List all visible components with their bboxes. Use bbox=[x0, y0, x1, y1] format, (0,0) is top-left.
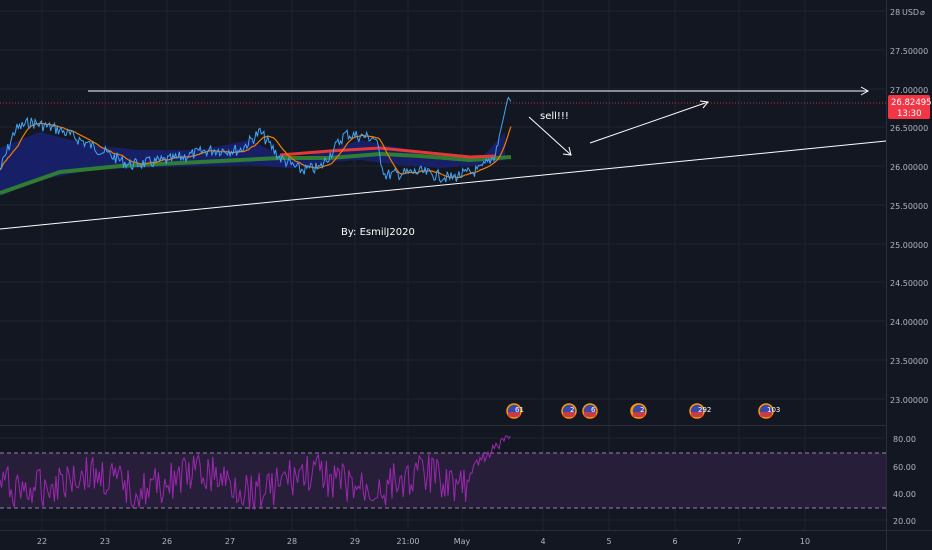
time-label: 5 bbox=[606, 537, 611, 546]
flag-stripes bbox=[508, 412, 520, 417]
time-label: 27 bbox=[225, 537, 235, 546]
price-axis-bg bbox=[886, 0, 932, 550]
author-annotation[interactable]: By: EsmilJ2020 bbox=[341, 227, 415, 238]
price-tick: 25.50000 bbox=[890, 202, 928, 211]
sell-annotation[interactable]: sell!!! bbox=[540, 111, 569, 122]
flag-stripes bbox=[633, 412, 645, 417]
time-label: 23 bbox=[100, 537, 110, 546]
rsi-band bbox=[0, 453, 886, 508]
currency-label[interactable]: USD bbox=[902, 8, 919, 17]
bar-countdown: 13:30 bbox=[897, 109, 922, 119]
rsi-tick: 40.00 bbox=[893, 490, 916, 499]
price-axis-top-tick: 28 bbox=[890, 8, 900, 17]
flag-stripes bbox=[691, 412, 703, 417]
event-marker[interactable]: 2 bbox=[561, 403, 577, 419]
time-label: 22 bbox=[37, 537, 47, 546]
ma-mid-line bbox=[279, 146, 496, 159]
rsi-line bbox=[0, 435, 511, 510]
time-label: 7 bbox=[736, 537, 741, 546]
last-price-label[interactable] bbox=[888, 95, 930, 119]
price-tick: 26.00000 bbox=[890, 163, 928, 172]
price-tick: 23.50000 bbox=[890, 357, 928, 366]
price-tick: 27.50000 bbox=[890, 47, 928, 56]
event-marker[interactable]: 2 bbox=[631, 403, 647, 419]
event-count: 6 bbox=[591, 406, 596, 414]
last-price-value: 26.82495 bbox=[891, 98, 932, 108]
price-line bbox=[0, 96, 512, 183]
resistance-arrowhead bbox=[860, 86, 870, 96]
economic-events[interactable]: 612652292103 bbox=[506, 403, 780, 419]
time-label: 6 bbox=[672, 537, 677, 546]
rsi-tick: 20.00 bbox=[893, 517, 916, 526]
time-label: 28 bbox=[287, 537, 297, 546]
flag-stripes bbox=[563, 412, 575, 417]
time-label: 29 bbox=[350, 537, 360, 546]
event-marker[interactable]: 61 bbox=[506, 403, 524, 419]
event-count: 103 bbox=[767, 406, 780, 414]
up-arrowhead bbox=[699, 100, 709, 109]
down-arrowhead bbox=[562, 146, 572, 156]
flag-stripes bbox=[760, 412, 772, 417]
event-count: 61 bbox=[515, 406, 524, 414]
event-count: 292 bbox=[698, 406, 711, 414]
price-tick: 27.00000 bbox=[890, 86, 928, 95]
flag-stripes bbox=[584, 412, 596, 417]
time-label: 26 bbox=[162, 537, 172, 546]
time-label: May bbox=[454, 537, 471, 546]
event-marker[interactable]: 292 bbox=[689, 403, 711, 419]
rsi-tick: 60.00 bbox=[893, 463, 916, 472]
price-axis[interactable]: 28 USD ⌀ 27.50000 27.00000 26.50000 26.0… bbox=[888, 8, 932, 405]
support-trendline[interactable] bbox=[0, 140, 887, 230]
price-tick: 25.00000 bbox=[890, 241, 928, 250]
down-arrow-line[interactable] bbox=[528, 116, 572, 156]
ma-slow-line bbox=[0, 151, 512, 195]
time-label: 10 bbox=[800, 537, 810, 546]
rsi-axis[interactable]: 80.00 60.00 40.00 20.00 bbox=[893, 435, 916, 526]
price-tick: 24.00000 bbox=[890, 318, 928, 327]
price-tick: 26.50000 bbox=[890, 124, 928, 133]
price-tick: 24.50000 bbox=[890, 279, 928, 288]
event-marker[interactable]: 103 bbox=[758, 403, 780, 419]
price-tick: 23.00000 bbox=[890, 396, 928, 405]
time-axis[interactable]: 22 23 26 27 28 29 21:00 May 4 5 6 7 10 bbox=[37, 537, 810, 546]
up-arrow-line[interactable] bbox=[589, 101, 709, 144]
rsi-tick: 80.00 bbox=[893, 435, 916, 444]
price-pane[interactable]: sell!!! By: EsmilJ2020 612652292103 bbox=[0, 86, 887, 419]
rsi-pane[interactable] bbox=[0, 435, 886, 510]
grid-lines bbox=[0, 0, 886, 530]
event-marker[interactable]: 6 bbox=[582, 403, 598, 419]
time-label: 21:00 bbox=[396, 537, 419, 546]
event-count: 2 bbox=[570, 406, 574, 414]
currency-suffix: ⌀ bbox=[920, 8, 925, 17]
event-count: 2 bbox=[640, 406, 644, 414]
time-label: 4 bbox=[540, 537, 545, 546]
